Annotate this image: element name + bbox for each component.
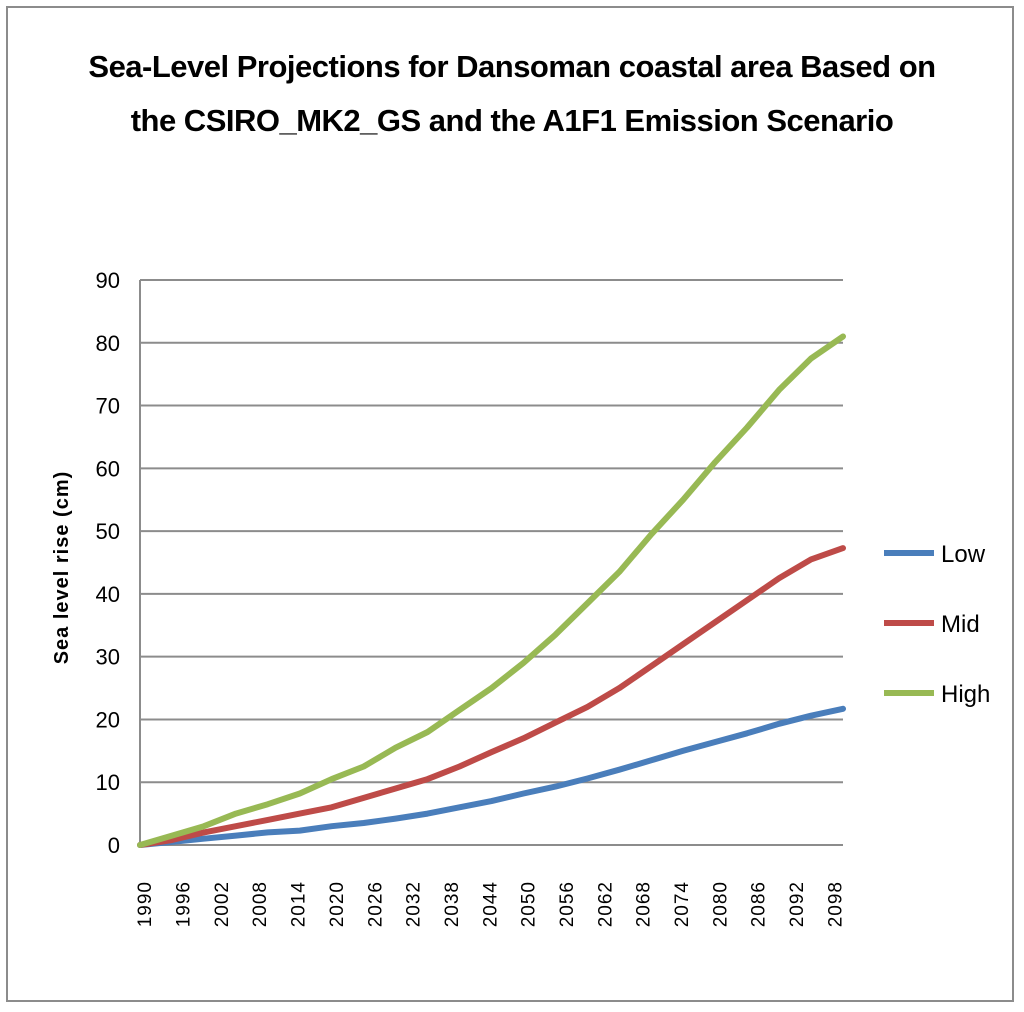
x-tick-label: 1996 [174, 881, 195, 927]
y-tick-label: 40 [96, 582, 120, 607]
x-tick-label: 2056 [557, 881, 578, 927]
y-tick-label: 60 [96, 456, 120, 481]
chart-title: Sea-Level Projections for Dansoman coast… [0, 40, 1024, 148]
y-tick-label: 90 [96, 268, 120, 293]
y-tick-label: 0 [108, 833, 120, 858]
y-tick-label: 70 [96, 394, 120, 419]
x-tick-label: 2074 [672, 881, 693, 927]
x-tick-label: 2020 [327, 881, 348, 927]
x-tick-label: 2062 [595, 881, 616, 927]
legend-label-low: Low [941, 541, 986, 568]
x-tick-label: 2080 [710, 881, 731, 927]
chart-title-line-1: Sea-Level Projections for Dansoman coast… [88, 49, 936, 84]
x-tick-label: 2050 [519, 881, 540, 927]
x-tick-label: 2026 [365, 881, 386, 927]
x-tick-label: 2002 [212, 881, 233, 927]
legend: Low Mid High [884, 541, 990, 708]
x-tick-label: 2044 [480, 881, 501, 927]
x-tick-label: 1990 [135, 881, 156, 927]
legend-label-high: High [941, 681, 990, 708]
chart-title-line-2: the CSIRO_MK2_GS and the A1F1 Emission S… [130, 103, 894, 138]
x-tick-label: 2032 [404, 881, 425, 927]
x-tick-label: 2008 [250, 881, 271, 927]
y-tick-label: 10 [96, 770, 120, 795]
y-tick-label: 20 [96, 707, 120, 732]
gridlines [139, 279, 843, 846]
x-tick-label: 2098 [825, 881, 846, 927]
x-tick-label: 2068 [634, 881, 655, 927]
y-tick-label: 50 [96, 519, 120, 544]
y-axis-ticks: 0 10 20 30 40 50 60 70 80 90 [96, 268, 120, 858]
series-line-low [137, 705, 846, 848]
x-axis-ticks: 1990 1996 2002 2008 2014 2020 2026 2032 2038 2044… [135, 881, 846, 927]
x-tick-label: 2038 [442, 881, 463, 927]
series-line-mid [137, 545, 846, 848]
y-tick-label: 30 [96, 645, 120, 670]
series-lines [137, 333, 846, 848]
series-line-high [137, 333, 846, 848]
x-tick-label: 2092 [787, 881, 808, 927]
y-axis-label: Sea level rise (cm) [51, 471, 73, 665]
legend-label-mid: Mid [941, 611, 980, 638]
x-tick-label: 2014 [289, 881, 310, 927]
y-tick-label: 80 [96, 331, 120, 356]
x-tick-label: 2086 [749, 881, 770, 927]
